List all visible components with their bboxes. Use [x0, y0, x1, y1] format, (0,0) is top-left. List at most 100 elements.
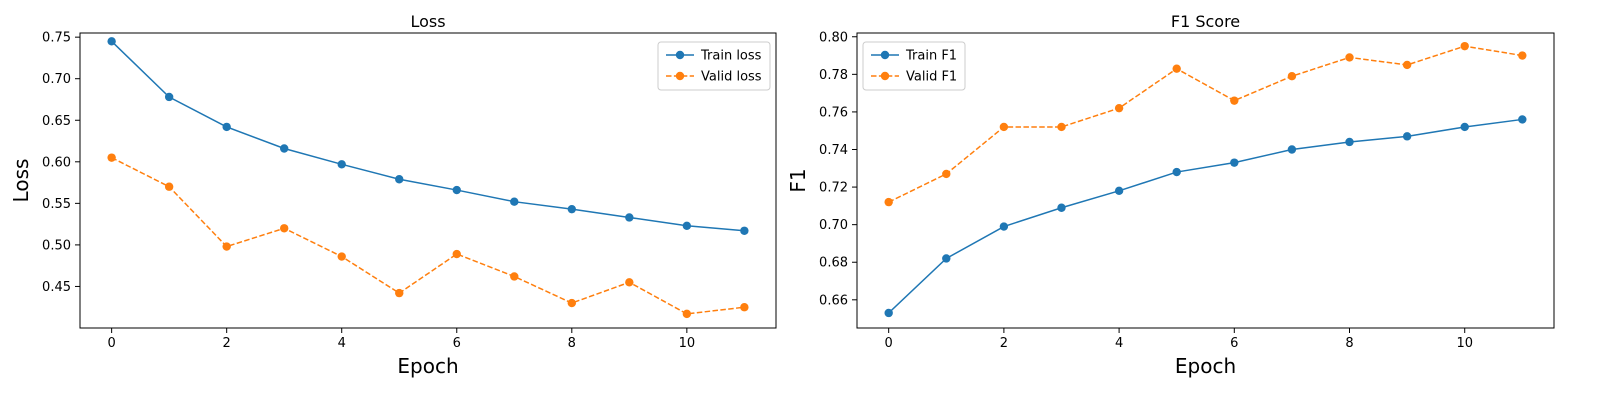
data-point — [999, 222, 1009, 231]
legend: Train loss Valid loss — [657, 41, 771, 91]
data-point — [625, 213, 634, 222]
data-point — [1460, 41, 1469, 51]
data-point — [1114, 103, 1124, 113]
data-point — [1172, 167, 1181, 177]
series-line-0 — [888, 118, 1523, 314]
y-axis-label: F1 — [786, 168, 810, 192]
legend: Train F1 Valid F1 — [862, 41, 966, 91]
y-tick-label: 0.75 — [42, 31, 71, 46]
data-point — [395, 288, 404, 298]
data-point — [1345, 137, 1354, 147]
x-axis-label: Epoch — [397, 354, 458, 378]
x-tick-label: 2 — [1000, 336, 1008, 351]
y-tick-label: 0.70 — [819, 218, 848, 233]
x-tick-label: 6 — [453, 336, 461, 351]
series-line-1 — [111, 156, 745, 315]
x-axis-label: Epoch — [1175, 354, 1236, 378]
data-point — [884, 197, 893, 207]
plot-area-frame — [856, 32, 1555, 329]
data-point — [942, 169, 951, 179]
data-point — [337, 160, 346, 169]
data-point — [107, 153, 116, 162]
x-tick-label: 4 — [1115, 336, 1123, 351]
series-line-1 — [888, 45, 1523, 203]
data-point — [1402, 60, 1412, 70]
data-point — [510, 197, 519, 206]
chart-title: Loss — [410, 12, 445, 31]
y-tick-label: 0.76 — [819, 105, 848, 120]
chart-title: F1 Score — [1171, 12, 1240, 31]
data-point — [682, 221, 692, 230]
x-tick-label: 8 — [568, 336, 576, 351]
x-tick-label: 10 — [679, 336, 696, 351]
data-point — [1114, 186, 1124, 196]
data-point — [1230, 96, 1239, 105]
x-tick-label: 2 — [223, 336, 231, 351]
chart-panel-0: Loss 0 2 4 6 8 10 0.45 0.50 0.55 0.60 0.65 0.70 0.75 E… — [9, 12, 777, 378]
data-point — [567, 204, 577, 214]
data-point — [740, 303, 749, 312]
data-point — [395, 175, 404, 184]
data-point — [999, 122, 1009, 132]
data-point — [1518, 51, 1527, 60]
legend-marker — [675, 50, 685, 60]
legend-marker — [880, 71, 890, 81]
data-point — [567, 298, 577, 308]
data-point — [942, 254, 951, 263]
legend-label: Train loss — [700, 49, 762, 64]
x-tick-label: 0 — [107, 336, 115, 351]
data-point — [279, 144, 289, 153]
data-point — [1057, 122, 1066, 132]
data-point — [1518, 115, 1527, 124]
y-tick-label: 0.78 — [819, 68, 848, 83]
data-point — [625, 278, 634, 287]
y-tick-label: 0.68 — [819, 256, 848, 271]
data-point — [1287, 72, 1297, 81]
data-point — [337, 252, 346, 261]
data-point — [1402, 132, 1412, 141]
legend-box — [657, 41, 771, 91]
data-point — [452, 249, 461, 259]
data-point — [1287, 145, 1297, 154]
x-tick-label: 0 — [885, 336, 893, 351]
series-line-0 — [111, 40, 745, 232]
data-point — [1345, 53, 1354, 62]
y-tick-label: 0.70 — [42, 72, 71, 87]
legend-label: Valid loss — [701, 70, 762, 85]
y-tick-label: 0.45 — [42, 280, 71, 295]
data-point — [164, 92, 174, 102]
data-point — [222, 242, 231, 251]
x-tick-label: 10 — [1456, 336, 1473, 351]
data-point — [1057, 203, 1066, 212]
data-point — [510, 272, 519, 281]
legend-label: Valid F1 — [906, 70, 957, 85]
data-point — [884, 308, 893, 318]
x-tick-label: 8 — [1345, 336, 1353, 351]
data-point — [682, 309, 692, 319]
x-tick-label: 6 — [1230, 336, 1238, 351]
data-point — [1230, 158, 1239, 167]
data-point — [279, 224, 289, 233]
y-tick-label: 0.55 — [42, 197, 71, 212]
data-point — [164, 182, 174, 191]
y-tick-label: 0.66 — [819, 293, 848, 308]
y-axis-label: Loss — [9, 159, 33, 203]
legend-marker — [880, 50, 890, 60]
y-tick-label: 0.50 — [42, 238, 71, 253]
data-point — [1172, 64, 1181, 73]
chart-panel-1: F1 Score 0 2 4 6 8 10 0.66 0.68 0.70 0.72 0.74 0.76 0… — [786, 12, 1555, 378]
plot-area-frame — [79, 32, 777, 329]
y-tick-label: 0.60 — [42, 155, 71, 170]
data-point — [222, 122, 231, 132]
y-tick-label: 0.74 — [819, 143, 848, 158]
data-point — [107, 37, 116, 46]
data-point — [452, 185, 461, 195]
y-tick-label: 0.80 — [819, 30, 848, 45]
legend-label: Train F1 — [905, 49, 957, 64]
x-tick-label: 4 — [338, 336, 346, 351]
legend-marker — [675, 71, 685, 81]
data-point — [1460, 122, 1469, 132]
data-point — [740, 226, 749, 235]
y-tick-label: 0.72 — [819, 181, 848, 196]
